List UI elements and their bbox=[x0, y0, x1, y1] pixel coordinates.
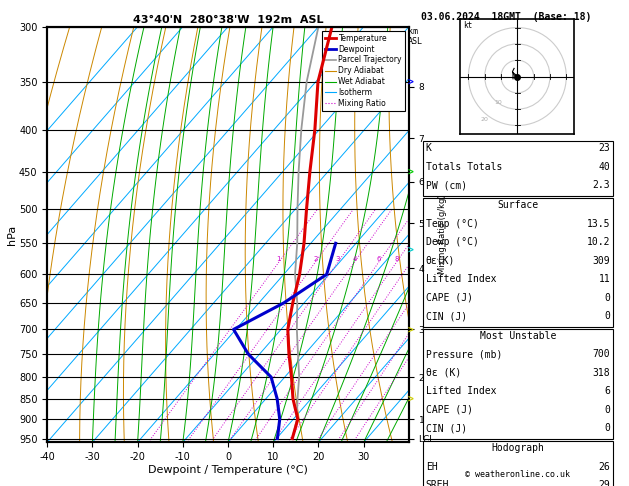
Text: 6: 6 bbox=[376, 256, 381, 262]
Text: >: > bbox=[407, 245, 413, 255]
Text: >: > bbox=[407, 167, 413, 176]
Text: 8: 8 bbox=[394, 256, 399, 262]
Text: 318: 318 bbox=[593, 368, 610, 378]
Text: 4: 4 bbox=[352, 256, 357, 262]
Text: Pressure (mb): Pressure (mb) bbox=[426, 349, 502, 360]
Text: CIN (J): CIN (J) bbox=[426, 423, 467, 434]
Text: CAPE (J): CAPE (J) bbox=[426, 293, 473, 303]
X-axis label: Dewpoint / Temperature (°C): Dewpoint / Temperature (°C) bbox=[148, 465, 308, 475]
Text: SREH: SREH bbox=[426, 480, 449, 486]
Text: 20: 20 bbox=[481, 117, 489, 122]
Text: 0: 0 bbox=[604, 423, 610, 434]
Text: Lifted Index: Lifted Index bbox=[426, 274, 496, 284]
Text: >: > bbox=[407, 325, 413, 334]
Text: K: K bbox=[426, 143, 431, 154]
Text: Surface: Surface bbox=[498, 200, 538, 210]
Text: 0: 0 bbox=[604, 293, 610, 303]
Text: kt: kt bbox=[464, 20, 473, 30]
Legend: Temperature, Dewpoint, Parcel Trajectory, Dry Adiabat, Wet Adiabat, Isotherm, Mi: Temperature, Dewpoint, Parcel Trajectory… bbox=[321, 31, 405, 111]
Text: 2.3: 2.3 bbox=[593, 180, 610, 191]
Text: Dewp (°C): Dewp (°C) bbox=[426, 237, 479, 247]
Text: 29: 29 bbox=[598, 480, 610, 486]
Text: Hodograph: Hodograph bbox=[491, 443, 545, 453]
Text: 13.5: 13.5 bbox=[587, 219, 610, 229]
Text: 3: 3 bbox=[335, 256, 340, 262]
Text: θε (K): θε (K) bbox=[426, 368, 461, 378]
Title: 43°40'N  280°38'W  192m  ASL: 43°40'N 280°38'W 192m ASL bbox=[133, 15, 323, 25]
Text: >: > bbox=[407, 394, 413, 404]
Text: CIN (J): CIN (J) bbox=[426, 311, 467, 321]
Text: Lifted Index: Lifted Index bbox=[426, 386, 496, 397]
Text: >: > bbox=[407, 77, 413, 87]
Text: 309: 309 bbox=[593, 256, 610, 266]
Text: θε(K): θε(K) bbox=[426, 256, 455, 266]
Text: 2: 2 bbox=[313, 256, 318, 262]
Text: 1: 1 bbox=[277, 256, 281, 262]
Text: 23: 23 bbox=[598, 143, 610, 154]
Text: 40: 40 bbox=[598, 162, 610, 172]
Text: 6: 6 bbox=[604, 386, 610, 397]
Text: 26: 26 bbox=[598, 462, 610, 472]
Text: 0: 0 bbox=[604, 405, 610, 415]
Text: Temp (°C): Temp (°C) bbox=[426, 219, 479, 229]
Y-axis label: hPa: hPa bbox=[8, 225, 18, 244]
Text: Totals Totals: Totals Totals bbox=[426, 162, 502, 172]
Text: © weatheronline.co.uk: © weatheronline.co.uk bbox=[465, 469, 571, 479]
Y-axis label: Mixing Ratio (g/kg): Mixing Ratio (g/kg) bbox=[438, 195, 447, 274]
Text: EH: EH bbox=[426, 462, 438, 472]
Text: 03.06.2024  18GMT  (Base: 18): 03.06.2024 18GMT (Base: 18) bbox=[421, 12, 592, 22]
Text: CAPE (J): CAPE (J) bbox=[426, 405, 473, 415]
Text: 10.2: 10.2 bbox=[587, 237, 610, 247]
Text: 11: 11 bbox=[598, 274, 610, 284]
Text: 10: 10 bbox=[494, 100, 502, 105]
Text: PW (cm): PW (cm) bbox=[426, 180, 467, 191]
Text: Most Unstable: Most Unstable bbox=[480, 331, 556, 341]
Text: km
ASL: km ASL bbox=[408, 27, 423, 46]
Text: 700: 700 bbox=[593, 349, 610, 360]
Text: 0: 0 bbox=[604, 311, 610, 321]
